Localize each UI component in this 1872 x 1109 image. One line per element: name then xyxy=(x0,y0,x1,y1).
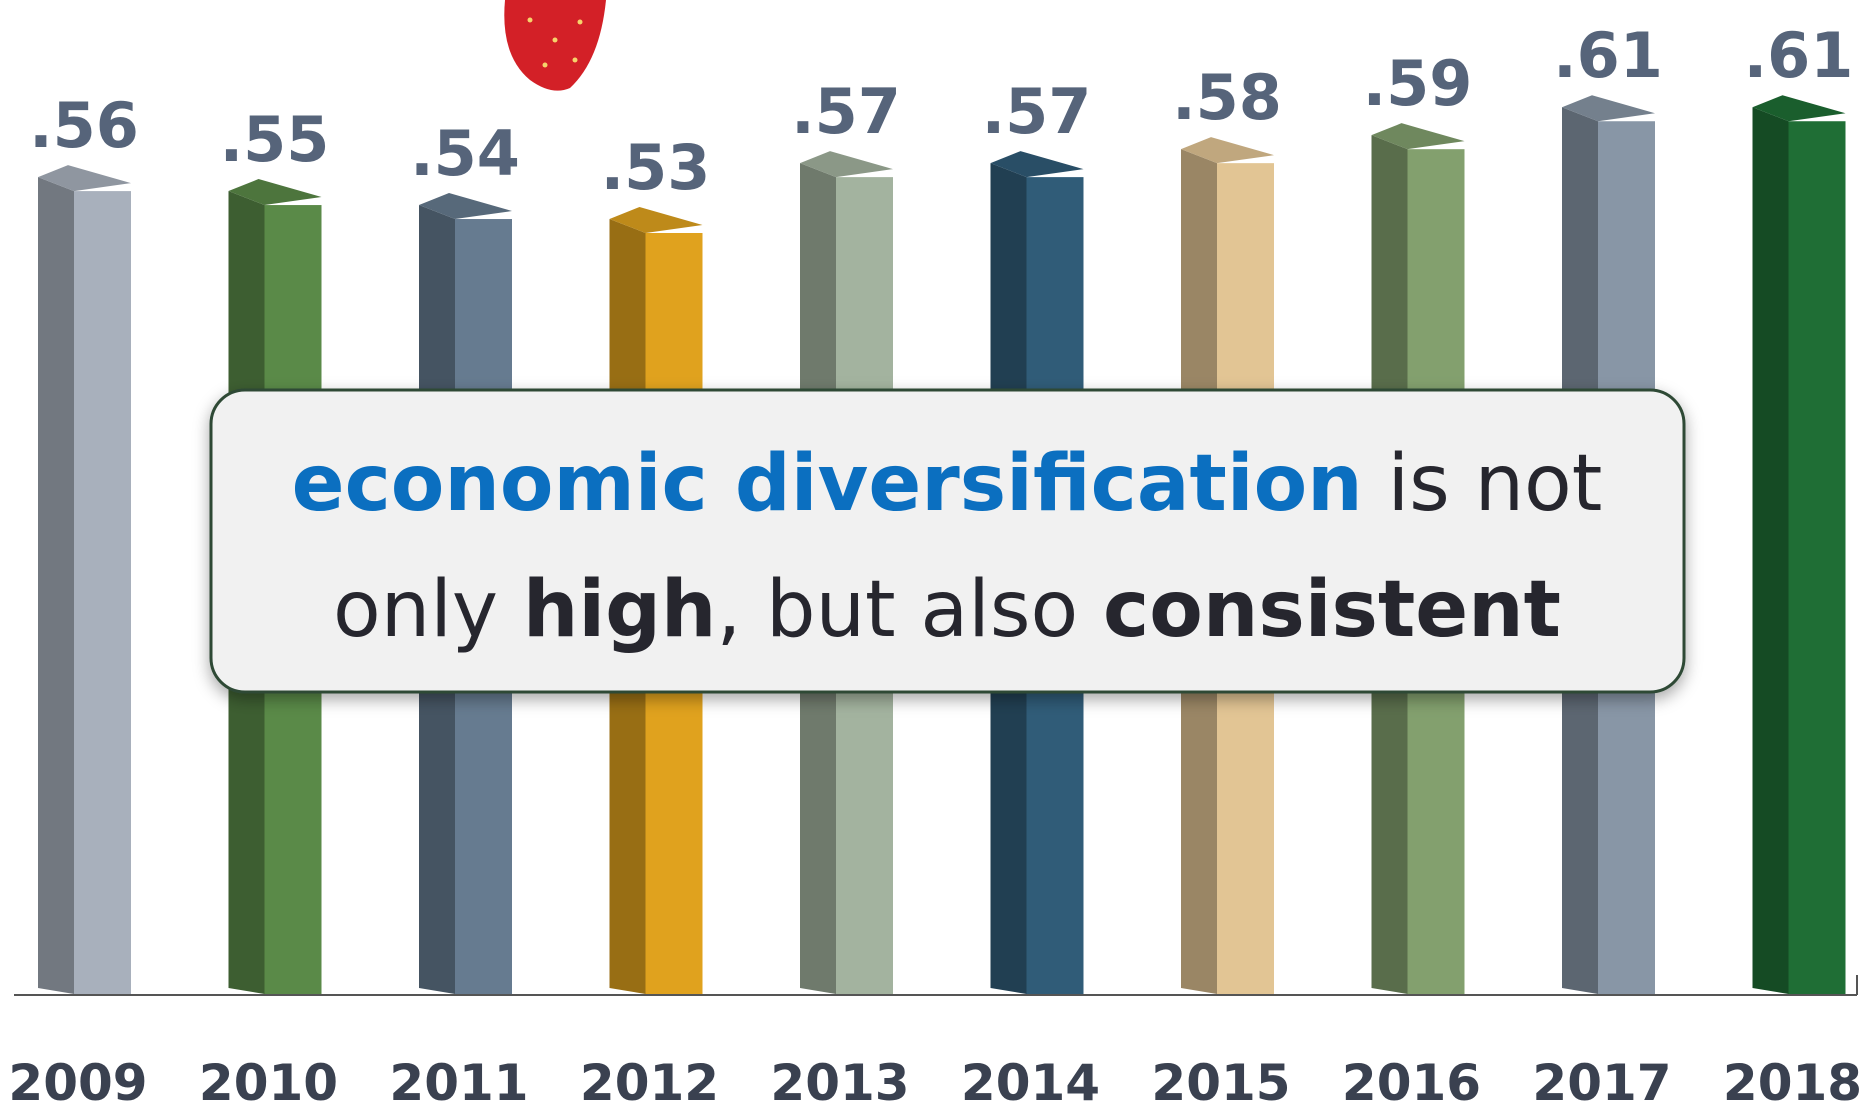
value-label: .55 xyxy=(220,103,330,176)
bar xyxy=(1788,121,1846,995)
bar-top xyxy=(419,193,512,220)
x-tick-label: 2014 xyxy=(961,1054,1100,1109)
bar xyxy=(74,191,131,995)
value-label: .54 xyxy=(410,117,520,190)
annotation-line: economic diversification is not xyxy=(292,439,1603,529)
annotation-box: economic diversification is not only hig… xyxy=(209,388,1686,694)
value-label: .61 xyxy=(1744,19,1854,92)
bar-top xyxy=(228,179,322,206)
annotation-text: economic diversification xyxy=(292,439,1363,529)
value-label: .57 xyxy=(791,75,901,148)
x-tick-label: 2016 xyxy=(1342,1054,1481,1109)
x-tick-label: 2012 xyxy=(580,1054,719,1109)
bar-top xyxy=(1181,137,1274,164)
bar-side xyxy=(1752,107,1789,995)
annotation-line: only high, but also consistent xyxy=(333,565,1561,655)
x-tick-label: 2009 xyxy=(8,1054,147,1109)
bar-side xyxy=(38,177,74,995)
bar-top xyxy=(1371,123,1465,150)
bar-top xyxy=(1752,95,1846,122)
value-label: .53 xyxy=(601,131,711,204)
annotation-text: consistent xyxy=(1103,565,1561,655)
bar-top xyxy=(609,207,703,233)
bar-top xyxy=(38,165,131,192)
bar-top xyxy=(990,151,1084,178)
x-tick-label: 2018 xyxy=(1723,1054,1862,1109)
value-label: .59 xyxy=(1363,47,1473,120)
annotation-text: is not xyxy=(1363,439,1603,529)
annotation-background xyxy=(209,388,1686,694)
value-label: .61 xyxy=(1553,19,1663,92)
value-label: .56 xyxy=(29,89,139,162)
annotation-text: only xyxy=(333,565,523,655)
x-tick-label: 2013 xyxy=(770,1054,909,1109)
x-tick-label: 2011 xyxy=(389,1054,528,1109)
annotation-text: high xyxy=(523,565,717,655)
bar-top xyxy=(800,151,893,178)
value-label: .57 xyxy=(982,75,1092,148)
x-tick-label: 2015 xyxy=(1151,1054,1290,1109)
bar-top xyxy=(1562,95,1655,122)
annotation-text: , but also xyxy=(716,565,1103,655)
strawberry xyxy=(504,0,606,91)
x-tick-label: 2017 xyxy=(1532,1054,1671,1109)
value-label: .58 xyxy=(1172,61,1282,134)
x-tick-label: 2010 xyxy=(199,1054,338,1109)
